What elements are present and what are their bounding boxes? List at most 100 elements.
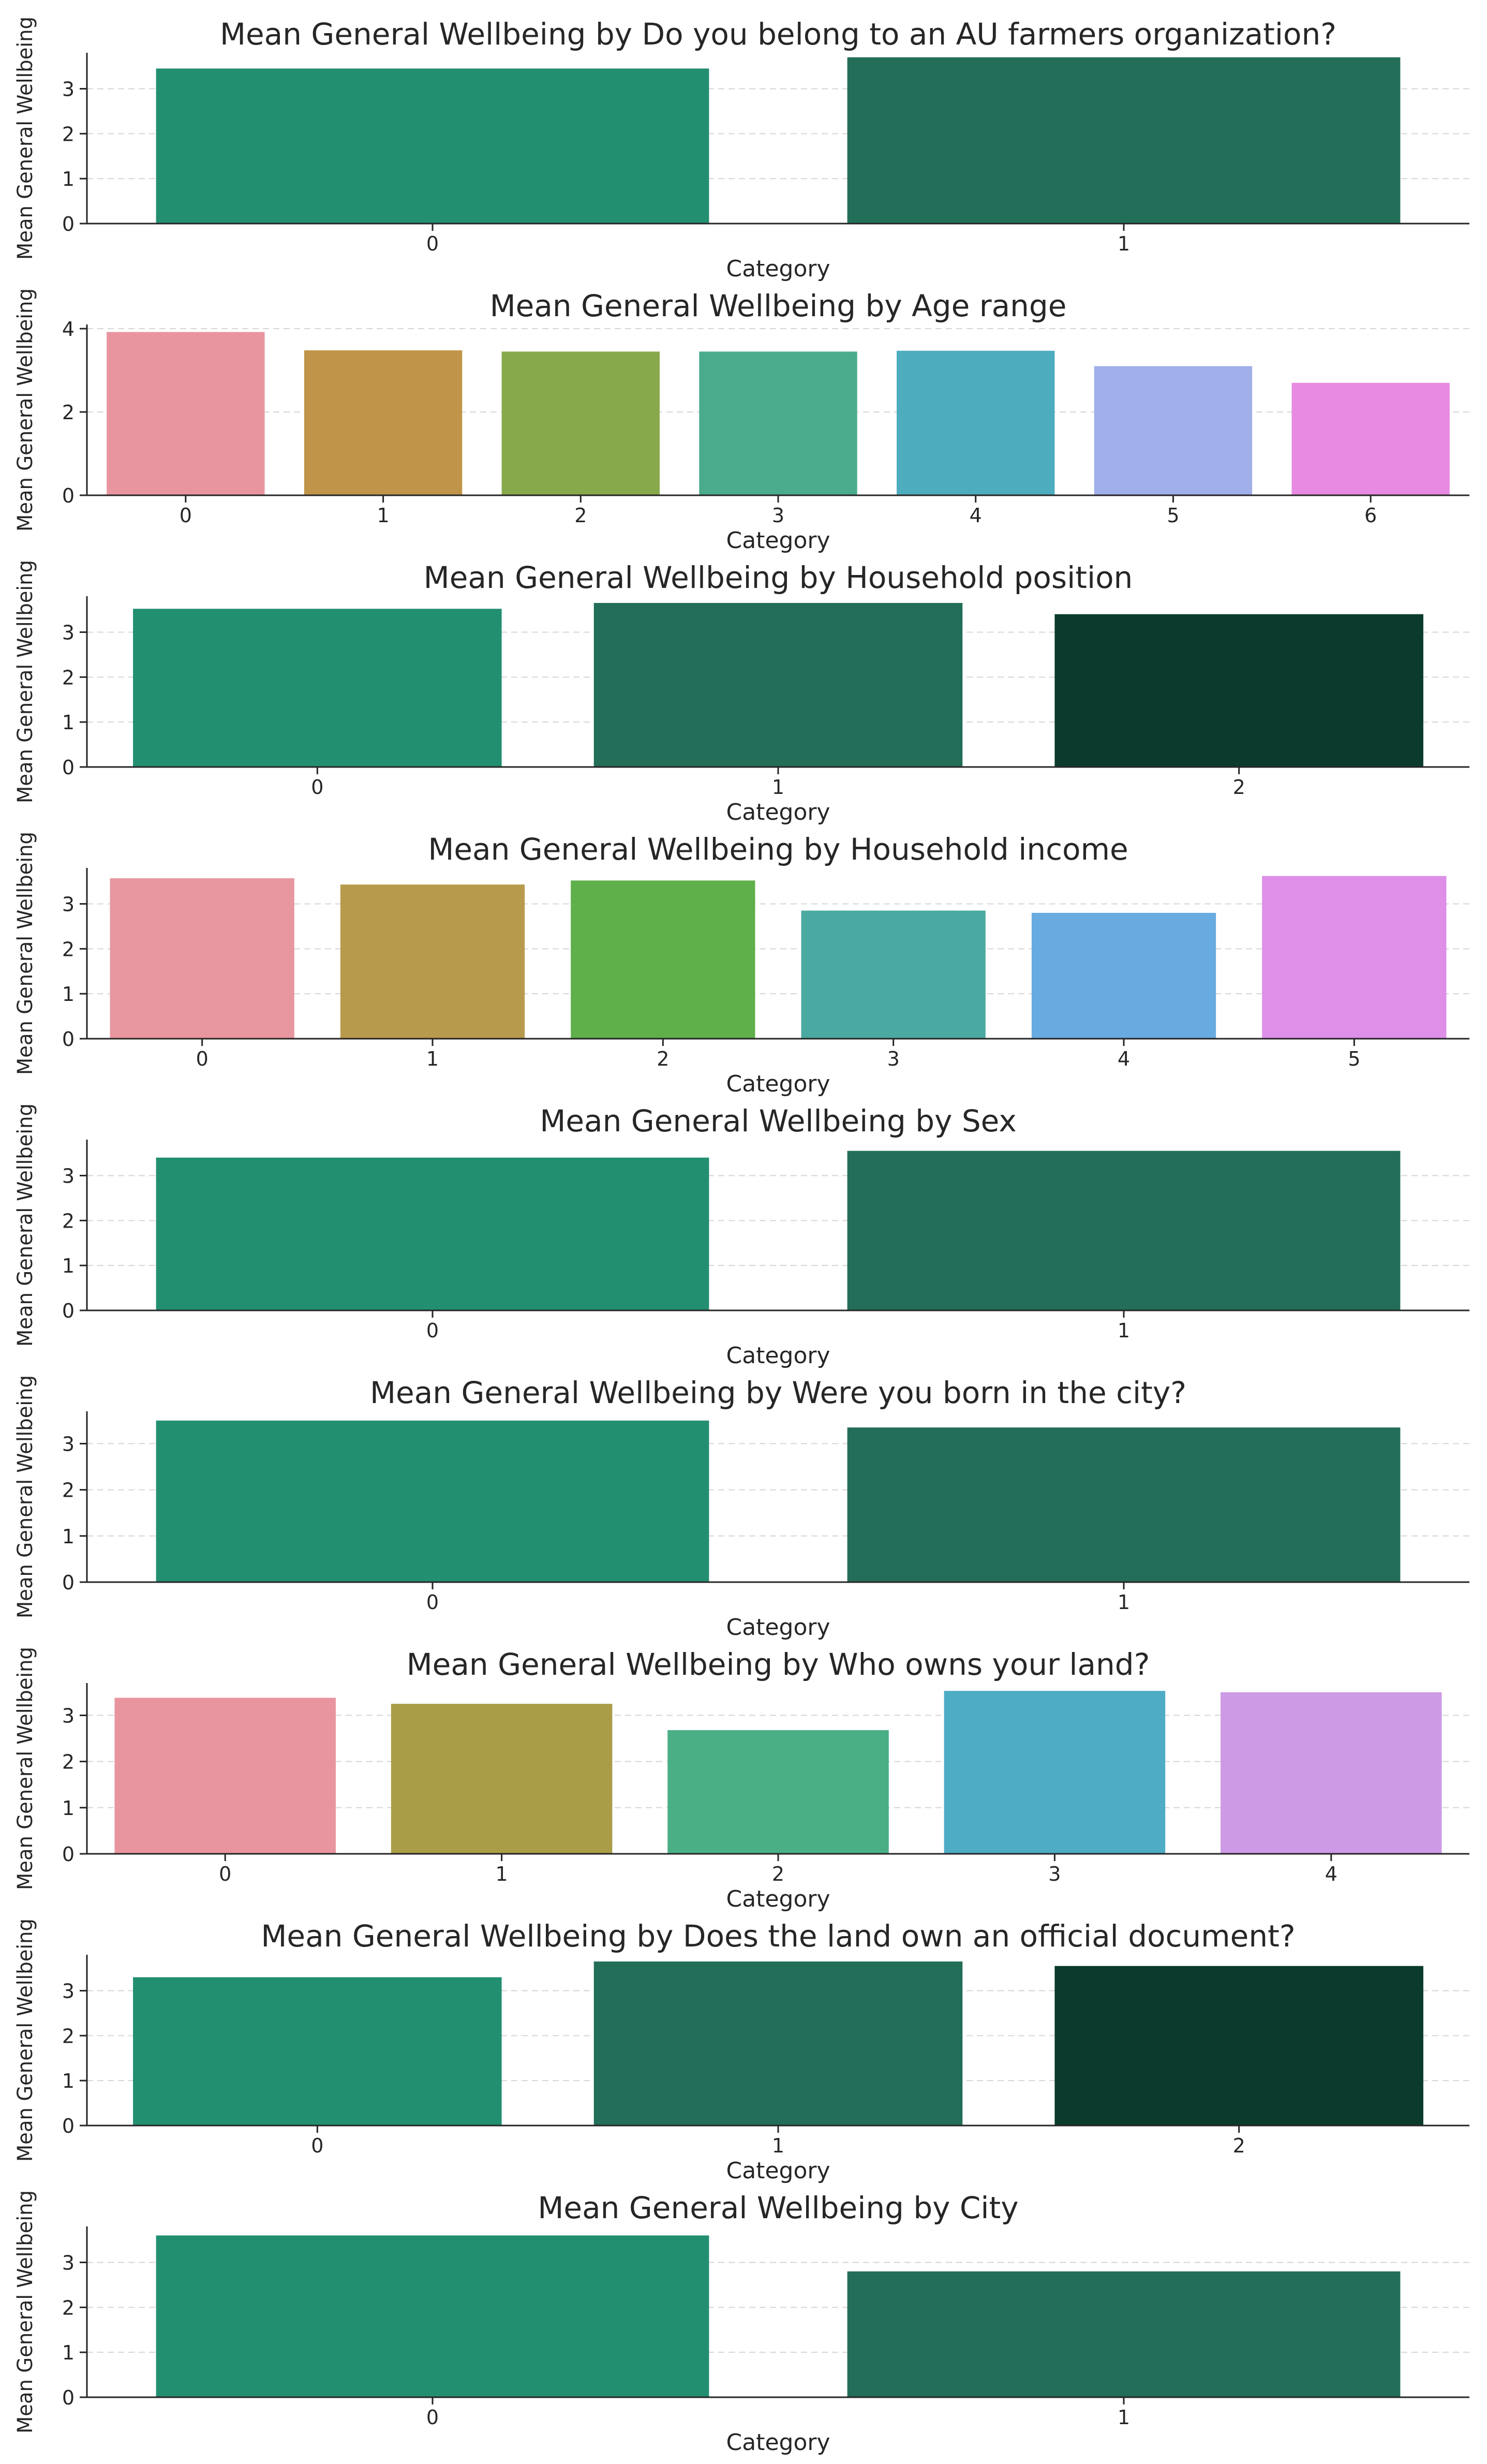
bar-2[interactable]	[571, 880, 755, 1039]
y-tick-label: 0	[62, 1300, 75, 1322]
bar-1[interactable]	[391, 1704, 613, 1854]
bar-3[interactable]	[699, 351, 857, 495]
chart-title: Mean General Wellbeing by City	[538, 2190, 1018, 2225]
x-tick-label: 3	[887, 1047, 900, 1070]
bar-2[interactable]	[1054, 614, 1423, 767]
x-tick-label: 5	[1348, 1047, 1360, 1070]
bar-4[interactable]	[1221, 1692, 1442, 1854]
bar-6[interactable]	[1291, 382, 1450, 495]
y-axis-label: Mean General Wellbeing	[13, 288, 37, 532]
y-axis-label: Mean General Wellbeing	[13, 560, 37, 803]
bar-0[interactable]	[107, 332, 265, 495]
bar-5[interactable]	[1094, 366, 1253, 495]
chart-panel-3: Mean General Wellbeing by Household inco…	[13, 832, 1469, 1097]
chart-title: Mean General Wellbeing by Who owns your …	[407, 1647, 1150, 1682]
y-tick-label: 3	[62, 1164, 75, 1187]
bar-0[interactable]	[110, 878, 294, 1039]
bar-0[interactable]	[156, 1420, 709, 1582]
bar-1[interactable]	[847, 57, 1401, 224]
chart-title: Mean General Wellbeing by Age range	[490, 288, 1067, 323]
y-tick-label: 2	[62, 2025, 75, 2047]
chart-title: Mean General Wellbeing by Were you born …	[370, 1375, 1186, 1410]
y-tick-label: 1	[62, 983, 75, 1006]
bar-2[interactable]	[501, 351, 660, 495]
y-axis-label: Mean General Wellbeing	[13, 1647, 37, 1890]
x-tick-label: 0	[426, 1591, 439, 1614]
x-tick-label: 1	[377, 504, 389, 527]
chart-title: Mean General Wellbeing by Sex	[540, 1103, 1016, 1139]
bar-1[interactable]	[593, 1961, 963, 2126]
y-axis-label: Mean General Wellbeing	[13, 1103, 37, 1347]
x-tick-label: 4	[1325, 1863, 1337, 1885]
y-tick-label: 2	[62, 2296, 75, 2319]
x-axis-label: Category	[726, 1342, 830, 1369]
y-tick-label: 2	[62, 1751, 75, 1774]
bar-3[interactable]	[801, 910, 986, 1039]
x-tick-label: 0	[311, 776, 323, 799]
bar-2[interactable]	[1054, 1966, 1423, 2126]
y-tick-label: 3	[62, 893, 75, 916]
chart-panel-7: Mean General Wellbeing by Does the land …	[13, 1919, 1469, 2184]
bar-1[interactable]	[593, 603, 963, 767]
y-tick-label: 1	[62, 2070, 75, 2092]
bar-4[interactable]	[1031, 912, 1216, 1039]
y-tick-label: 2	[62, 123, 75, 145]
bar-3[interactable]	[944, 1691, 1166, 1854]
x-tick-label: 1	[1118, 1591, 1130, 1614]
bar-1[interactable]	[847, 2271, 1401, 2397]
x-tick-label: 0	[426, 232, 439, 255]
chart-panel-5: Mean General Wellbeing by Were you born …	[13, 1375, 1469, 1641]
y-tick-label: 0	[62, 2386, 75, 2409]
y-tick-label: 1	[62, 1525, 75, 1548]
y-tick-label: 2	[62, 1209, 75, 1232]
y-tick-label: 0	[62, 756, 75, 779]
bar-0[interactable]	[133, 1977, 502, 2126]
x-tick-label: 1	[496, 1863, 508, 1885]
x-tick-label: 2	[772, 1863, 784, 1885]
x-tick-label: 0	[196, 1047, 209, 1070]
bar-0[interactable]	[156, 2235, 709, 2397]
x-tick-label: 6	[1364, 504, 1377, 527]
bar-1[interactable]	[847, 1150, 1401, 1310]
bar-0[interactable]	[156, 1157, 709, 1310]
y-tick-label: 1	[62, 1255, 75, 1277]
x-tick-label: 1	[1118, 1319, 1130, 1342]
chart-panel-1: Mean General Wellbeing by Age range Mean …	[13, 288, 1469, 554]
x-tick-label: 2	[1233, 2134, 1245, 2157]
x-tick-label: 2	[657, 1047, 669, 1070]
bar-1[interactable]	[340, 884, 525, 1039]
x-tick-label: 1	[772, 776, 784, 799]
bar-1[interactable]	[304, 350, 463, 495]
y-tick-label: 1	[62, 2341, 75, 2364]
chart-panel-8: Mean General Wellbeing by City Mean Gener…	[13, 2190, 1469, 2456]
chart-panel-4: Mean General Wellbeing by Sex Mean Genera…	[13, 1103, 1469, 1369]
chart-title: Mean General Wellbeing by Household posi…	[424, 560, 1133, 595]
y-tick-label: 0	[62, 2115, 75, 2137]
x-axis-label: Category	[726, 256, 830, 282]
bar-0[interactable]	[133, 609, 502, 767]
bar-1[interactable]	[847, 1427, 1401, 1582]
y-tick-label: 1	[62, 711, 75, 734]
x-tick-label: 3	[1048, 1863, 1061, 1885]
bar-5[interactable]	[1262, 876, 1447, 1039]
y-tick-label: 0	[62, 213, 75, 235]
x-tick-label: 1	[426, 1047, 439, 1070]
x-tick-label: 2	[574, 504, 587, 527]
x-tick-label: 1	[1118, 232, 1130, 255]
x-tick-label: 0	[219, 1863, 231, 1885]
x-axis-label: Category	[726, 2158, 830, 2184]
x-axis-label: Category	[726, 1071, 830, 1097]
bar-0[interactable]	[114, 1698, 336, 1854]
bar-4[interactable]	[897, 350, 1055, 495]
x-tick-label: 3	[772, 504, 784, 527]
y-axis-label: Mean General Wellbeing	[13, 1919, 37, 2162]
bar-0[interactable]	[156, 68, 709, 224]
y-tick-label: 0	[62, 1571, 75, 1594]
y-tick-label: 2	[62, 1479, 75, 1502]
chart-title: Mean General Wellbeing by Does the land …	[261, 1919, 1295, 1954]
x-axis-label: Category	[726, 2429, 830, 2456]
chart-title: Mean General Wellbeing by Household inco…	[428, 832, 1128, 867]
bar-2[interactable]	[667, 1730, 889, 1854]
y-tick-label: 0	[62, 1843, 75, 1866]
